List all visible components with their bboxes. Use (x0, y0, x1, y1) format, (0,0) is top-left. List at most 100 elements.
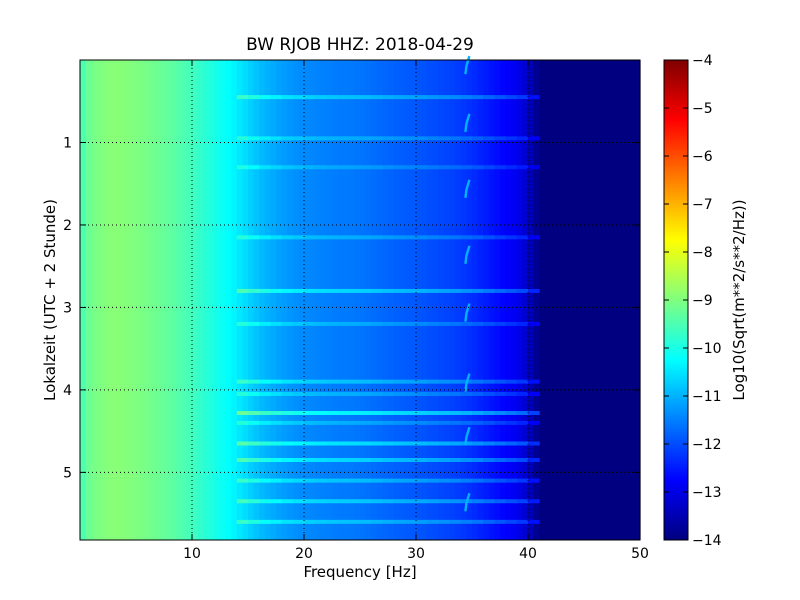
heatmap-band (236, 392, 249, 397)
heatmap-band (248, 235, 260, 240)
heatmap-band (326, 235, 339, 240)
heatmap-band (494, 420, 507, 425)
heatmap-band (315, 499, 327, 504)
heatmap-band (449, 165, 462, 170)
heatmap-band (483, 392, 495, 397)
heatmap-band (438, 441, 451, 446)
heatmap-band (315, 165, 327, 170)
heatmap-column (113, 60, 120, 540)
heatmap-band (348, 321, 361, 326)
heatmap-band (404, 478, 417, 483)
heatmap-band (304, 441, 316, 446)
heatmap-band (360, 420, 372, 425)
heatmap-band (449, 136, 462, 141)
heatmap-band (505, 136, 518, 141)
heatmap-band (494, 95, 507, 100)
heatmap-column (80, 60, 87, 540)
heatmap-band (292, 478, 305, 483)
heatmap-band (472, 235, 484, 240)
heatmap-band (270, 165, 283, 170)
heatmap-column (410, 60, 417, 540)
heatmap-band (292, 165, 305, 170)
heatmap-band (438, 379, 451, 384)
heatmap-band (259, 420, 271, 425)
heatmap-band (393, 321, 406, 326)
heatmap-band (404, 392, 417, 397)
heatmap-band (360, 288, 372, 293)
heatmap-column (220, 60, 227, 540)
heatmap-band (326, 420, 339, 425)
heatmap-band (281, 321, 294, 326)
heatmap-band (449, 420, 462, 425)
heatmap-band (449, 478, 462, 483)
heatmap-band (326, 95, 339, 100)
heatmap-band (292, 441, 305, 446)
heatmap-band (528, 519, 540, 524)
heatmap-column (483, 60, 490, 540)
heatmap-column (371, 60, 378, 540)
heatmap-column (365, 60, 372, 540)
heatmap-column (617, 60, 624, 540)
heatmap-band (304, 95, 316, 100)
heatmap-band (281, 499, 294, 504)
heatmap-band (438, 458, 451, 462)
colorbar-tick-label: −14 (692, 533, 722, 549)
colorbar-tick-label: −8 (692, 245, 713, 261)
heatmap-band (337, 392, 350, 397)
heatmap-band (292, 288, 305, 293)
heatmap-band (270, 478, 283, 483)
colorbar-tick-label: −5 (692, 101, 713, 117)
heatmap-column (589, 60, 596, 540)
heatmap-column (516, 60, 523, 540)
heatmap-band (416, 288, 428, 293)
heatmap-band (360, 165, 372, 170)
heatmap-band (281, 136, 294, 141)
heatmap-column (360, 60, 367, 540)
heatmap-band (248, 499, 260, 504)
heatmap-band (259, 441, 271, 446)
heatmap-band (516, 288, 529, 293)
heatmap-column (248, 60, 255, 540)
heatmap-band (281, 392, 294, 397)
heatmap-band (460, 410, 473, 415)
heatmap-band (382, 499, 395, 504)
heatmap-band (270, 235, 283, 240)
x-tick-label: 20 (295, 546, 313, 562)
heatmap-band (304, 235, 316, 240)
heatmap-column (399, 60, 406, 540)
heatmap-band (315, 478, 327, 483)
heatmap-band (304, 392, 316, 397)
heatmap-band (348, 392, 361, 397)
heatmap-band (371, 165, 383, 170)
heatmap-band (483, 478, 495, 483)
heatmap-band (416, 379, 428, 384)
heatmap-column (533, 60, 540, 540)
heatmap-band (472, 392, 484, 397)
heatmap-column (628, 60, 635, 540)
heatmap-band (393, 165, 406, 170)
heatmap-band (393, 136, 406, 141)
heatmap-band (438, 478, 451, 483)
heatmap-band (371, 458, 383, 462)
heatmap-band (382, 288, 395, 293)
heatmap-band (528, 499, 540, 504)
heatmap-band (483, 165, 495, 170)
chart-title: BW RJOB HHZ: 2018-04-29 (246, 35, 474, 55)
heatmap-band (416, 478, 428, 483)
heatmap-column (460, 60, 467, 540)
heatmap-column (432, 60, 439, 540)
heatmap-column (348, 60, 355, 540)
heatmap-band (505, 499, 518, 504)
heatmap-band (483, 321, 495, 326)
heatmap-band (438, 165, 451, 170)
heatmap-band (494, 136, 507, 141)
heatmap-band (393, 519, 406, 524)
heatmap-band (270, 458, 283, 462)
heatmap-column (175, 60, 182, 540)
heatmap-band (281, 519, 294, 524)
heatmap-column (186, 60, 193, 540)
heatmap-band (348, 420, 361, 425)
heatmap-band (528, 95, 540, 100)
heatmap-column (292, 60, 299, 540)
